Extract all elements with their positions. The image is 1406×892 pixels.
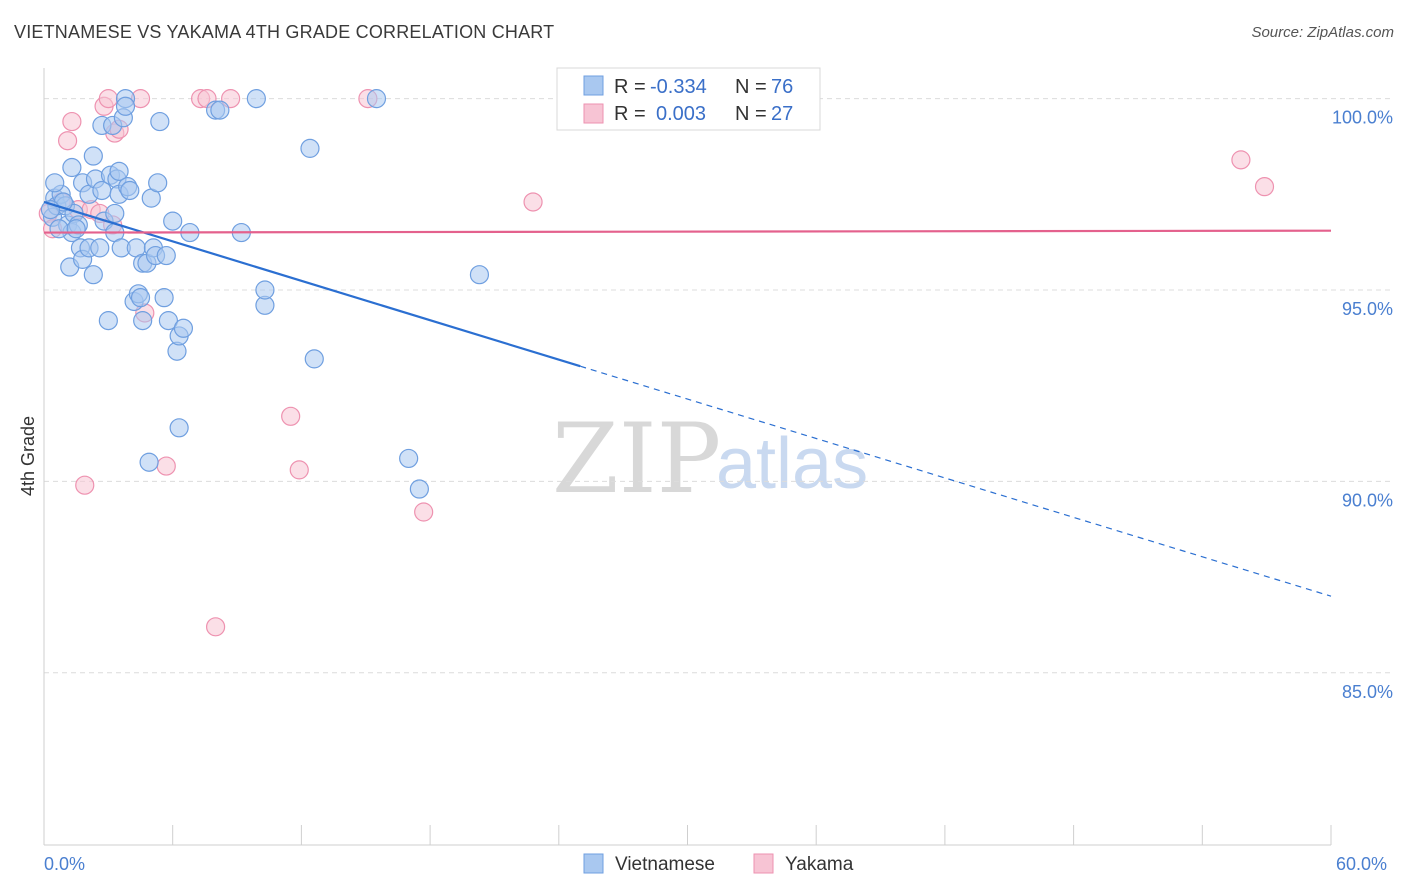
bottom-swatch-yakama (753, 853, 774, 874)
vietnamese-point (130, 288, 151, 308)
vietnamese-point (158, 311, 179, 331)
vietnamese-point (300, 138, 320, 158)
source-label: Source: ZipAtlas.com (1251, 24, 1394, 41)
yakama-point (414, 502, 434, 522)
vietnamese-point (49, 219, 69, 239)
vietnamese-point (304, 349, 324, 369)
series-legend: Vietnamese Yakama (583, 853, 854, 875)
vietnamese-point (83, 146, 103, 166)
trend-lines (43, 200, 1332, 597)
vietnamese-trend-extension (580, 365, 1332, 597)
yakama-point (281, 406, 301, 426)
vietnamese-point (109, 161, 129, 181)
vietnamese-point (150, 111, 170, 132)
vietnamese-point (255, 280, 275, 300)
legend-n-label-1: N = (735, 76, 767, 98)
legend-n-label-2: N = (735, 103, 767, 125)
vietnamese-point (133, 311, 153, 331)
vietnamese-points (40, 89, 490, 499)
x-axis-ticks (43, 825, 1332, 845)
y-tick-labels: 100.0% 95.0% 90.0% 85.0% (1332, 108, 1393, 702)
yakama-point (289, 460, 309, 480)
y-tick-label: 100.0% (1332, 108, 1393, 128)
bottom-legend-vietnamese: Vietnamese (615, 854, 715, 875)
yakama-point (523, 192, 543, 212)
yakama-point (1231, 150, 1251, 170)
vietnamese-point (163, 211, 183, 231)
y-tick-label: 85.0% (1342, 682, 1393, 702)
vietnamese-point (366, 89, 387, 109)
yakama-point (57, 131, 78, 151)
yakama-point (62, 111, 82, 132)
vietnamese-point (154, 288, 174, 308)
legend-r-label-2: R = (614, 103, 646, 125)
x-tick-label-max: 60.0% (1336, 854, 1387, 874)
legend-swatch-vietnamese (583, 75, 604, 96)
watermark-atlas: atlas (716, 424, 868, 504)
vietnamese-point (210, 100, 230, 120)
vietnamese-point (169, 418, 189, 438)
yakama-point (98, 89, 118, 109)
vietnamese-point (469, 265, 490, 285)
vietnamese-point (148, 173, 168, 193)
yakama-point (75, 475, 95, 495)
yakama-point (156, 456, 176, 476)
vietnamese-trend-line (43, 200, 581, 368)
vietnamese-point (156, 245, 176, 266)
vietnamese-point (120, 180, 140, 201)
bottom-legend-yakama: Yakama (785, 854, 854, 875)
vietnamese-point (173, 318, 194, 338)
vietnamese-point (62, 157, 82, 178)
vietnamese-point (115, 96, 136, 116)
yakama-points (38, 89, 1275, 637)
chart-title: VIETNAMESE VS YAKAMA 4TH GRADE CORRELATI… (14, 22, 555, 42)
legend-n-value-2: 27 (771, 103, 793, 125)
legend-r-value-1: -0.334 (650, 76, 707, 98)
legend-swatch-yakama (583, 103, 604, 124)
legend-r-value-2: 0.003 (656, 103, 706, 125)
grid-lines (44, 98, 1390, 674)
x-tick-label-min: 0.0% (44, 854, 85, 874)
yakama-point (1254, 177, 1275, 197)
watermark-zip: ZIP (552, 403, 721, 515)
stats-legend: R = -0.334 N = 76 R = 0.003 N = 27 (556, 67, 821, 131)
vietnamese-point (90, 238, 110, 258)
y-tick-label: 95.0% (1342, 299, 1393, 319)
y-axis-title: 4th Grade (18, 416, 38, 496)
vietnamese-point (66, 219, 86, 239)
y-tick-label: 90.0% (1342, 490, 1393, 510)
legend-n-value-1: 76 (771, 76, 793, 98)
vietnamese-point (105, 203, 125, 224)
vietnamese-point (139, 452, 159, 472)
vietnamese-point (399, 448, 419, 469)
yakama-trend-line (43, 229, 1332, 234)
vietnamese-point (45, 173, 65, 193)
legend-r-label-1: R = (614, 76, 646, 98)
bottom-swatch-vietnamese (583, 853, 604, 874)
vietnamese-point (246, 89, 266, 109)
vietnamese-point (83, 265, 103, 285)
vietnamese-point (98, 311, 118, 331)
vietnamese-point (409, 479, 429, 499)
yakama-point (206, 617, 226, 637)
